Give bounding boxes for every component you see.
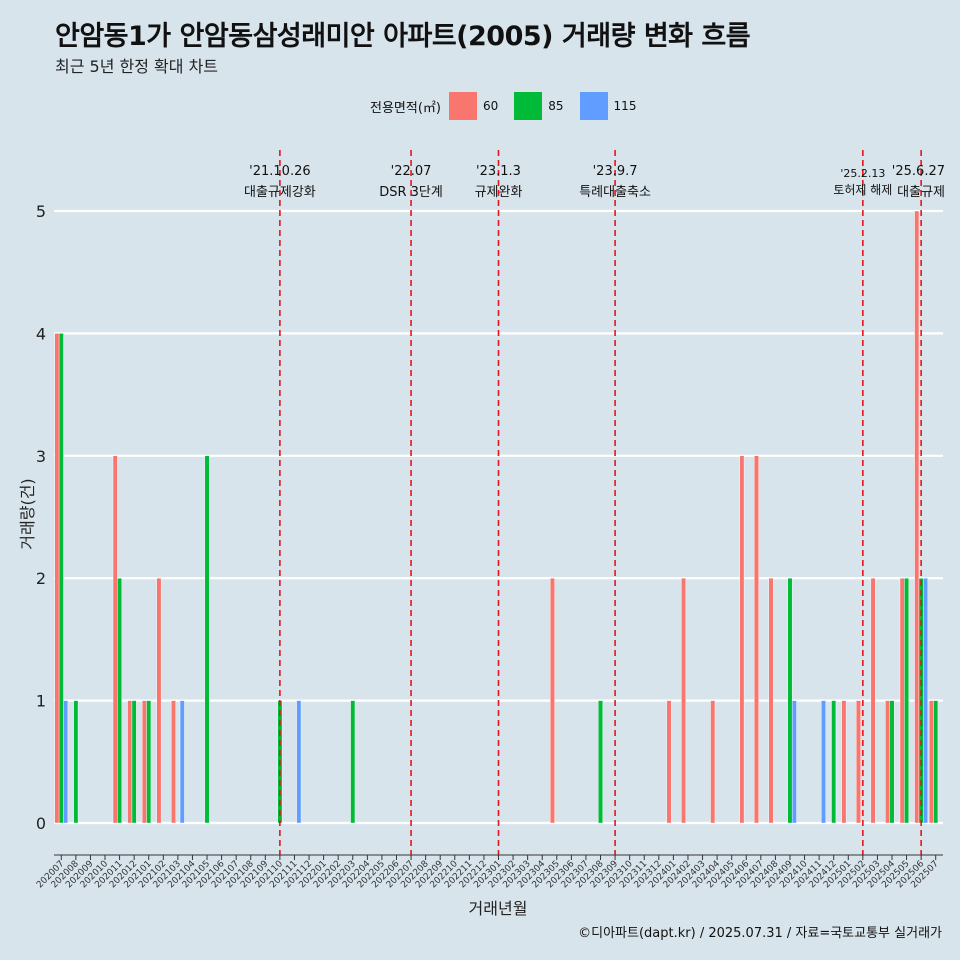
- bar-60-202007: [54, 333, 60, 824]
- bar-115-202111: [296, 700, 302, 824]
- bar-60-202501: [841, 700, 847, 824]
- bar-115-202411: [821, 700, 826, 824]
- legend-label-115: 115: [613, 99, 637, 113]
- bar-85-202505: [904, 578, 909, 824]
- x-axis-title: 거래년월: [469, 899, 528, 918]
- event-text-label: 규제완화: [475, 185, 523, 200]
- bar-85-202101: [146, 700, 152, 824]
- y-tick-label: 1: [36, 692, 46, 711]
- bar-60-202406: [739, 455, 745, 824]
- chart-subtitle: 최근 5년 한정 확대 차트: [55, 57, 219, 76]
- bar-60-202503: [870, 578, 876, 824]
- event-date-label: '22.07: [391, 164, 432, 179]
- bar-85-202011: [117, 578, 122, 824]
- event-text-label: 토허제 해제: [833, 183, 892, 197]
- bar-85-202007: [58, 333, 64, 824]
- bar-85-202412: [831, 700, 837, 824]
- legend-swatch-85: [514, 92, 543, 120]
- legend-label-60: 60: [482, 99, 499, 113]
- event-text-label: DSR 3단계: [379, 185, 443, 200]
- bar-60-202506: [914, 210, 920, 824]
- bar-60-202507: [928, 700, 934, 824]
- bar-85-202409: [787, 578, 793, 824]
- bar-60-202404: [710, 700, 716, 824]
- y-tick-label: 5: [36, 202, 46, 221]
- event-text-label: 대출규제: [897, 185, 945, 200]
- bar-85-202504: [889, 700, 895, 824]
- bar-60-202103: [171, 700, 176, 824]
- bar-85-202507: [933, 700, 939, 824]
- bar-60-202504: [885, 700, 891, 824]
- bar-115-202409: [791, 700, 797, 824]
- event-text-label: 특례대출축소: [579, 185, 651, 200]
- event-date-label: '25.2.13: [840, 167, 885, 180]
- bar-60-202502: [856, 700, 861, 824]
- legend-swatch-115: [579, 92, 608, 120]
- y-tick-label: 2: [36, 569, 46, 588]
- bar-85-202308: [598, 700, 603, 824]
- bar-85-202203: [350, 700, 356, 824]
- bars: [54, 210, 939, 824]
- y-tick-label: 0: [36, 814, 46, 833]
- legend-title: 전용면적(㎡): [370, 100, 441, 116]
- bar-60-202012: [127, 700, 133, 824]
- legend-label-85: 85: [548, 99, 564, 113]
- y-tick-label: 4: [36, 324, 46, 343]
- y-axis-title: 거래량(건): [18, 478, 37, 549]
- event-date-label: '23.1.3: [476, 164, 521, 179]
- bar-60-202505: [899, 578, 905, 824]
- event-date-label: '25.6.27: [892, 164, 945, 179]
- bar-115-202103: [179, 700, 185, 824]
- bar-85-202105: [204, 455, 210, 824]
- event-text-label: 대출규제강화: [244, 185, 316, 200]
- chart-title: 안암동1가 안암동삼성래미안 아파트(2005) 거래량 변화 흐름: [55, 21, 751, 52]
- bar-85-202012: [131, 700, 137, 824]
- bar-60-202305: [550, 578, 555, 824]
- bar-60-202011: [112, 455, 118, 824]
- bar-60-202102: [156, 578, 162, 824]
- bar-60-202408: [768, 578, 774, 824]
- event-date-label: '21.10.26: [249, 164, 310, 179]
- bar-85-202008: [73, 700, 79, 824]
- bar-60-202101: [141, 700, 147, 824]
- event-date-label: '23.9.7: [593, 164, 638, 179]
- bar-60-202401: [666, 700, 672, 824]
- event-annotations: '21.10.26 대출규제강화 '22.07 DSR 3단계 '23.1.3 규제완화 '…: [244, 150, 945, 855]
- bar-115-202007: [63, 700, 69, 824]
- legend-swatch-60: [448, 92, 477, 120]
- bar-60-202402: [681, 578, 686, 824]
- source-caption: ©디아파트(dapt.kr) / 2025.07.31 / 자료=국토교통부 실…: [578, 926, 942, 941]
- bar-115-202506: [923, 578, 928, 824]
- y-tick-label: 3: [36, 447, 46, 466]
- bar-60-202407: [754, 455, 759, 824]
- legend: 전용면적(㎡) 60 85 115: [370, 92, 652, 120]
